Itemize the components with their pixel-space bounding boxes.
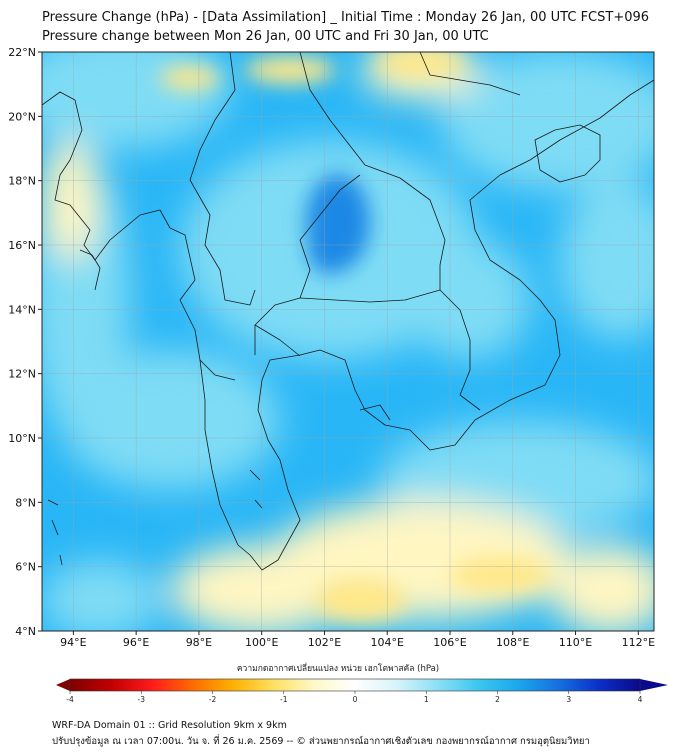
colorbar-tick-label: -3 bbox=[138, 695, 146, 704]
lon-tick-label: 112°E bbox=[622, 636, 655, 649]
colorbar-tick-label: 2 bbox=[495, 695, 500, 704]
update-info: ปรับปรุงข้อมูล ณ เวลา 07:00น. วัน จ. ที่… bbox=[52, 736, 590, 747]
colorbar-tick-label: 3 bbox=[566, 695, 571, 704]
lon-tick-label: 96°E bbox=[123, 636, 149, 649]
colorbar-tick-label: 4 bbox=[638, 695, 643, 704]
map-title: Pressure Change (hPa) - [Data Assimilati… bbox=[42, 10, 650, 25]
colorbar-tick-label: 1 bbox=[424, 695, 429, 704]
colorbar-tick-label: -4 bbox=[66, 695, 74, 704]
lon-tick-label: 108°E bbox=[496, 636, 529, 649]
colorbar-tick-label: 0 bbox=[353, 695, 358, 704]
latitude-axis: 22°N 20°N 18°N 16°N 14°N 12°N 10°N 8°N 6°N 4°N bbox=[8, 46, 42, 638]
lat-tick-label: 16°N bbox=[8, 239, 36, 252]
lat-tick-label: 4°N bbox=[15, 625, 36, 638]
coastlines-and-borders bbox=[42, 52, 654, 571]
lon-tick-label: 94°E bbox=[60, 636, 86, 649]
colorbar: -4 -3 -2 -1 0 1 2 3 4 bbox=[56, 678, 668, 704]
model-info: WRF-DA Domain 01 :: Grid Resolution 9km … bbox=[52, 720, 287, 731]
map-frame bbox=[41, 51, 655, 632]
lat-tick-label: 6°N bbox=[15, 561, 36, 574]
lon-tick-label: 110°E bbox=[559, 636, 592, 649]
colorbar-tick-label: -2 bbox=[209, 695, 217, 704]
colorbar-tick-label: -1 bbox=[280, 695, 288, 704]
map-subtitle: Pressure change between Mon 26 Jan, 00 U… bbox=[42, 29, 489, 44]
longitude-axis: 94°E 96°E 98°E 100°E 102°E 104°E 106°E 108°E 110… bbox=[60, 631, 655, 649]
lon-tick-label: 102°E bbox=[308, 636, 341, 649]
lat-tick-label: 20°N bbox=[8, 110, 36, 123]
lon-tick-label: 100°E bbox=[245, 636, 278, 649]
lat-tick-label: 8°N bbox=[15, 496, 36, 509]
lat-tick-label: 18°N bbox=[8, 175, 36, 188]
lon-tick-label: 106°E bbox=[433, 636, 466, 649]
lat-tick-label: 10°N bbox=[8, 432, 36, 445]
lat-tick-label: 12°N bbox=[8, 368, 36, 381]
lat-tick-label: 22°N bbox=[8, 46, 36, 59]
gridlines bbox=[42, 52, 654, 631]
pressure-field bbox=[42, 52, 654, 631]
lon-tick-label: 104°E bbox=[371, 636, 404, 649]
lon-tick-label: 98°E bbox=[186, 636, 212, 649]
colorbar-label: ความกดอากาศเปลี่ยนแปลง หน่วย เฮกโตพาสคัล… bbox=[236, 664, 440, 674]
lat-tick-label: 14°N bbox=[8, 303, 36, 316]
